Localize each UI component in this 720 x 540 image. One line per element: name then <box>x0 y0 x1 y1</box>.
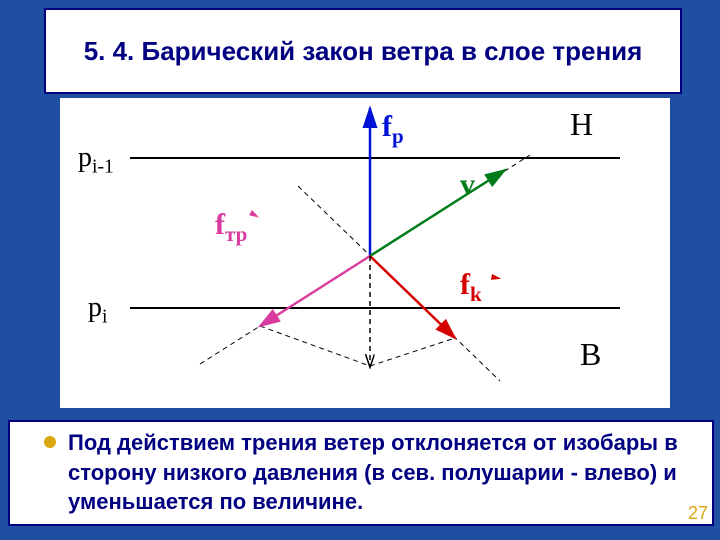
bullet-box: Под действием трения ветер отклоняется о… <box>8 420 714 526</box>
label-p-lower: pi <box>88 292 107 329</box>
label-fp: fp <box>382 110 404 149</box>
title-text: 5. 4. Барический закон ветра в слое трен… <box>84 36 643 67</box>
title-box: 5. 4. Барический закон ветра в слое трен… <box>44 8 682 94</box>
ftr-mini-arrow <box>249 210 261 220</box>
slide-number: 27 <box>688 503 708 524</box>
diagram-svg <box>60 98 670 408</box>
label-v: v <box>460 168 475 202</box>
fk-mini-arrow <box>491 274 502 282</box>
bullet-text: Под действием трения ветер отклоняется о… <box>68 428 708 517</box>
bullet-dot <box>44 436 56 448</box>
label-fk: fk <box>460 268 482 307</box>
label-low-pressure: В <box>580 336 601 373</box>
diagram-area: pi-1 pi Н Вfp v fтр fk <box>60 98 670 408</box>
slide: 5. 4. Барический закон ветра в слое трен… <box>0 0 720 540</box>
label-ftr: fтр <box>215 208 247 247</box>
label-p-upper: pi-1 <box>78 142 114 179</box>
label-high-pressure: Н <box>570 106 593 143</box>
